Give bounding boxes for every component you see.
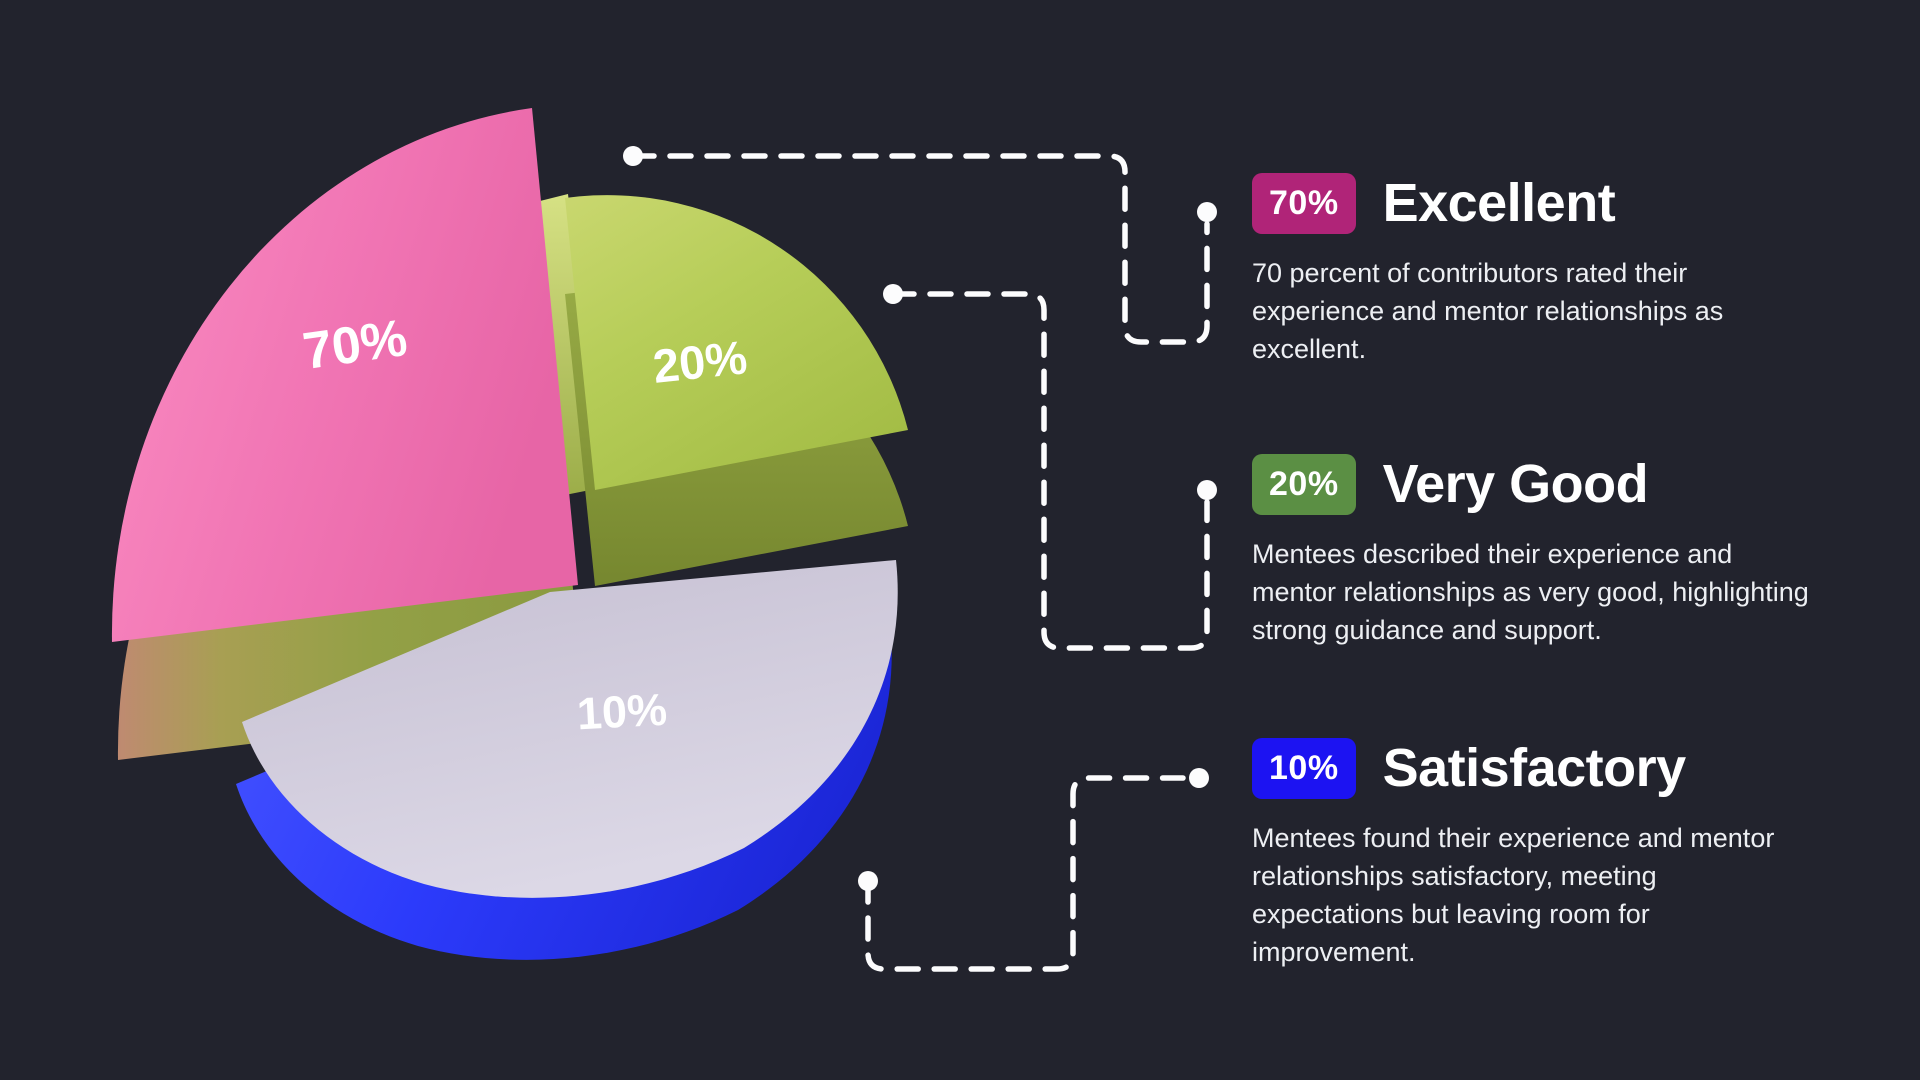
- legend-header: 20% Very Good: [1252, 453, 1817, 515]
- pie-chart: 70% 20% 10%: [111, 108, 908, 960]
- satisfactory-top: [242, 560, 898, 898]
- legend-item-satisfactory: 10% Satisfactory Mentees found their exp…: [1252, 737, 1817, 971]
- slice-label-very-good: 20%: [650, 330, 749, 393]
- connector-dot-excellent-end: [1197, 202, 1217, 222]
- pie-slice-very-good: [528, 194, 908, 586]
- legend-title-very-good: Very Good: [1382, 454, 1649, 514]
- slice-label-satisfactory: 10%: [576, 684, 669, 740]
- pie-slice-satisfactory: [236, 560, 898, 960]
- legend-header: 70% Excellent: [1252, 172, 1817, 234]
- legend-description-satisfactory: Mentees found their experience and mento…: [1252, 823, 1775, 967]
- connector-dot-satisfactory-end: [1189, 768, 1209, 788]
- legend-title-satisfactory: Satisfactory: [1382, 738, 1687, 798]
- percentage-badge-excellent: 70%: [1252, 172, 1356, 234]
- legend-item-very-good: 20% Very Good Mentees described their ex…: [1252, 453, 1817, 649]
- legend-item-excellent: 70% Excellent 70 percent of contributors…: [1252, 172, 1817, 368]
- pie-slice-excellent: [111, 108, 585, 760]
- legend-description-excellent: 70 percent of contributors rated their e…: [1252, 258, 1724, 364]
- connector-dot-very-good-end: [1197, 480, 1217, 500]
- legend-title-excellent: Excellent: [1382, 173, 1616, 233]
- legend-description-very-good: Mentees described their experience and m…: [1252, 539, 1809, 645]
- percentage-badge-satisfactory: 10%: [1252, 737, 1356, 799]
- percentage-badge-very-good: 20%: [1252, 453, 1356, 515]
- excellent-top: [111, 108, 578, 642]
- legend-header: 10% Satisfactory: [1252, 737, 1817, 799]
- slice-label-excellent: 70%: [299, 309, 410, 381]
